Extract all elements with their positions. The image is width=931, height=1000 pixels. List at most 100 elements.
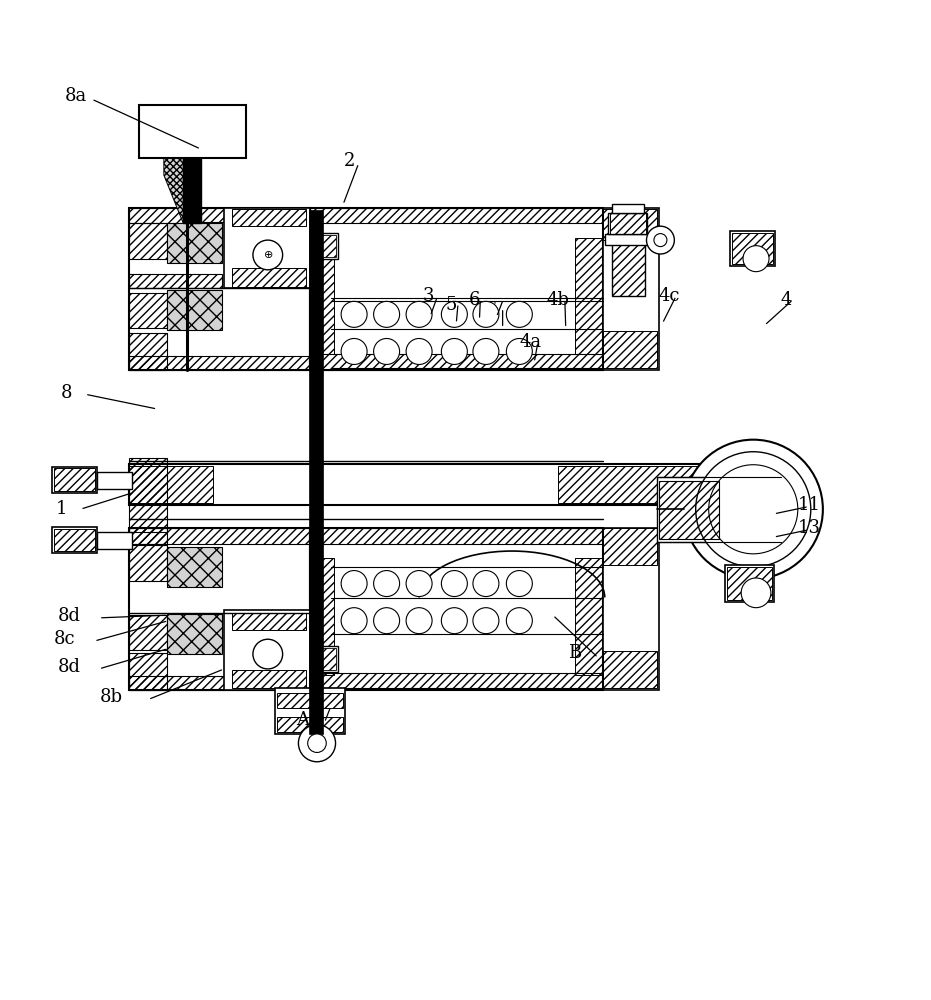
Circle shape (406, 338, 432, 364)
Bar (232, 268, 306, 287)
Bar (310, 558, 333, 675)
Bar (730, 231, 775, 266)
Text: A: A (297, 711, 310, 729)
Bar (232, 670, 306, 688)
Bar (605, 234, 651, 245)
Bar (310, 208, 603, 223)
Bar (559, 466, 697, 503)
Text: 6: 6 (469, 291, 480, 309)
Bar (129, 466, 213, 503)
Bar (54, 468, 95, 491)
Polygon shape (164, 158, 183, 223)
Circle shape (308, 734, 326, 752)
Bar (232, 613, 306, 630)
Bar (129, 615, 167, 650)
Bar (167, 547, 223, 587)
Circle shape (654, 234, 667, 247)
Bar (185, 208, 310, 222)
Circle shape (506, 571, 533, 597)
Bar (603, 208, 658, 370)
Circle shape (341, 608, 367, 634)
Bar (613, 204, 643, 213)
Text: 3: 3 (423, 287, 434, 305)
Bar (656, 477, 722, 542)
Circle shape (473, 301, 499, 327)
Text: 13: 13 (798, 519, 820, 537)
Bar (129, 208, 310, 370)
Circle shape (743, 246, 769, 272)
Bar (129, 676, 310, 690)
Circle shape (253, 639, 283, 669)
Circle shape (441, 608, 467, 634)
Bar (129, 274, 223, 288)
Bar (167, 223, 223, 263)
Bar (609, 213, 647, 234)
Bar (129, 528, 167, 544)
Bar (129, 208, 185, 223)
Bar (603, 528, 656, 565)
Bar (97, 472, 132, 489)
Bar (129, 653, 167, 690)
Text: 8: 8 (61, 384, 72, 402)
Bar (613, 240, 644, 296)
Bar (276, 688, 344, 734)
Bar (727, 567, 772, 600)
Bar (603, 209, 656, 240)
Bar (310, 528, 603, 690)
Circle shape (473, 608, 499, 634)
Bar (167, 614, 223, 654)
Bar (129, 528, 310, 690)
Bar (54, 529, 95, 551)
Circle shape (695, 452, 811, 567)
Bar (310, 528, 603, 544)
Bar (310, 354, 603, 370)
Circle shape (683, 440, 823, 579)
Bar (732, 233, 773, 264)
Bar (277, 693, 343, 708)
Bar (224, 610, 310, 690)
Bar (575, 558, 603, 675)
Bar (167, 290, 223, 330)
Text: 8c: 8c (54, 630, 75, 648)
Circle shape (406, 608, 432, 634)
Circle shape (708, 465, 798, 554)
Circle shape (506, 301, 533, 327)
Bar (603, 651, 656, 688)
Circle shape (373, 338, 399, 364)
Bar (310, 673, 603, 688)
Circle shape (506, 608, 533, 634)
Circle shape (506, 338, 533, 364)
Bar (139, 105, 246, 158)
Circle shape (373, 571, 399, 597)
Text: B: B (569, 644, 582, 662)
Bar (314, 235, 336, 257)
Bar (310, 238, 333, 354)
Text: 4b: 4b (546, 291, 570, 309)
Circle shape (341, 301, 367, 327)
Text: 4c: 4c (659, 287, 681, 305)
Circle shape (299, 725, 335, 762)
Text: 8d: 8d (58, 607, 81, 625)
Bar (309, 210, 322, 734)
Circle shape (441, 301, 467, 327)
Bar (603, 331, 656, 368)
Circle shape (341, 338, 367, 364)
Bar (129, 464, 789, 505)
Bar (52, 527, 97, 553)
Circle shape (646, 226, 674, 254)
Bar (52, 467, 97, 493)
Text: 4: 4 (780, 291, 791, 309)
Bar (129, 223, 167, 259)
Text: 1: 1 (56, 500, 67, 518)
Text: 8a: 8a (64, 87, 87, 105)
Text: 7: 7 (492, 301, 504, 319)
Bar (129, 356, 310, 370)
Circle shape (441, 571, 467, 597)
Text: 4a: 4a (519, 333, 542, 351)
Bar (603, 528, 658, 690)
Bar (312, 233, 338, 259)
Circle shape (373, 608, 399, 634)
Text: 8b: 8b (100, 688, 122, 706)
Bar (611, 213, 645, 234)
Text: 8d: 8d (58, 658, 81, 676)
